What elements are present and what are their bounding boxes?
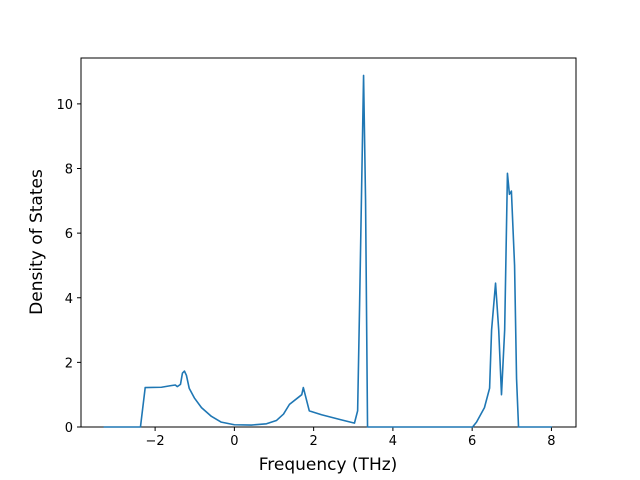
y-tick-label: 2 [65,356,73,371]
y-tick-label: 4 [65,292,73,307]
y-axis-label: Density of States [27,169,47,315]
y-tick-label: 8 [65,163,73,178]
x-tick-label: −2 [146,434,165,449]
data-line [103,74,552,428]
x-tick-label: 6 [468,434,476,449]
y-tick-label: 10 [56,98,73,113]
x-tick-label: 0 [230,434,238,449]
x-tick-label: 2 [309,434,317,449]
x-tick-label: 8 [547,434,555,449]
y-tick-label: 0 [65,421,73,436]
y-tick-label: 6 [65,227,73,242]
plot-frame [80,57,577,428]
x-tick-label: 4 [389,434,397,449]
x-axis-label: Frequency (THz) [259,455,398,475]
